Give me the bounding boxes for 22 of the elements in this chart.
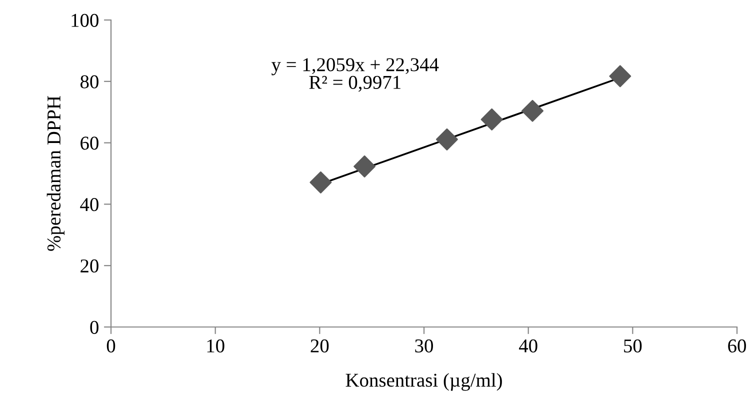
point: [522, 100, 544, 122]
point: [609, 65, 632, 88]
point: [436, 128, 458, 150]
x-tick-label: 0: [106, 339, 116, 352]
y-tick-label: 0: [90, 320, 98, 334]
point: [310, 171, 332, 194]
x-tick-label: 40: [518, 339, 538, 352]
y-tick-label: 40: [80, 198, 98, 212]
point: [354, 155, 376, 178]
point: [480, 108, 503, 130]
x-tick-label: 50: [624, 339, 642, 352]
x-tick-label: 30: [415, 339, 433, 352]
x-tick-label: 20: [310, 339, 329, 352]
y-tick-label: 60: [80, 136, 98, 150]
y-axis-title: %peredaman DPPH: [46, 96, 64, 251]
annotation: y = 1,2059x + 22,344 R² = 0,9971: [271, 58, 439, 92]
y-tick-label: 100: [72, 14, 98, 27]
x-tick-label: 10: [207, 339, 224, 352]
x-axis-title: Konsentrasi (µg/ml): [346, 373, 502, 391]
y-tick-label: 20: [80, 259, 98, 273]
y-tick-label: 80: [80, 75, 98, 88]
x-tick-label: 60: [728, 339, 746, 352]
